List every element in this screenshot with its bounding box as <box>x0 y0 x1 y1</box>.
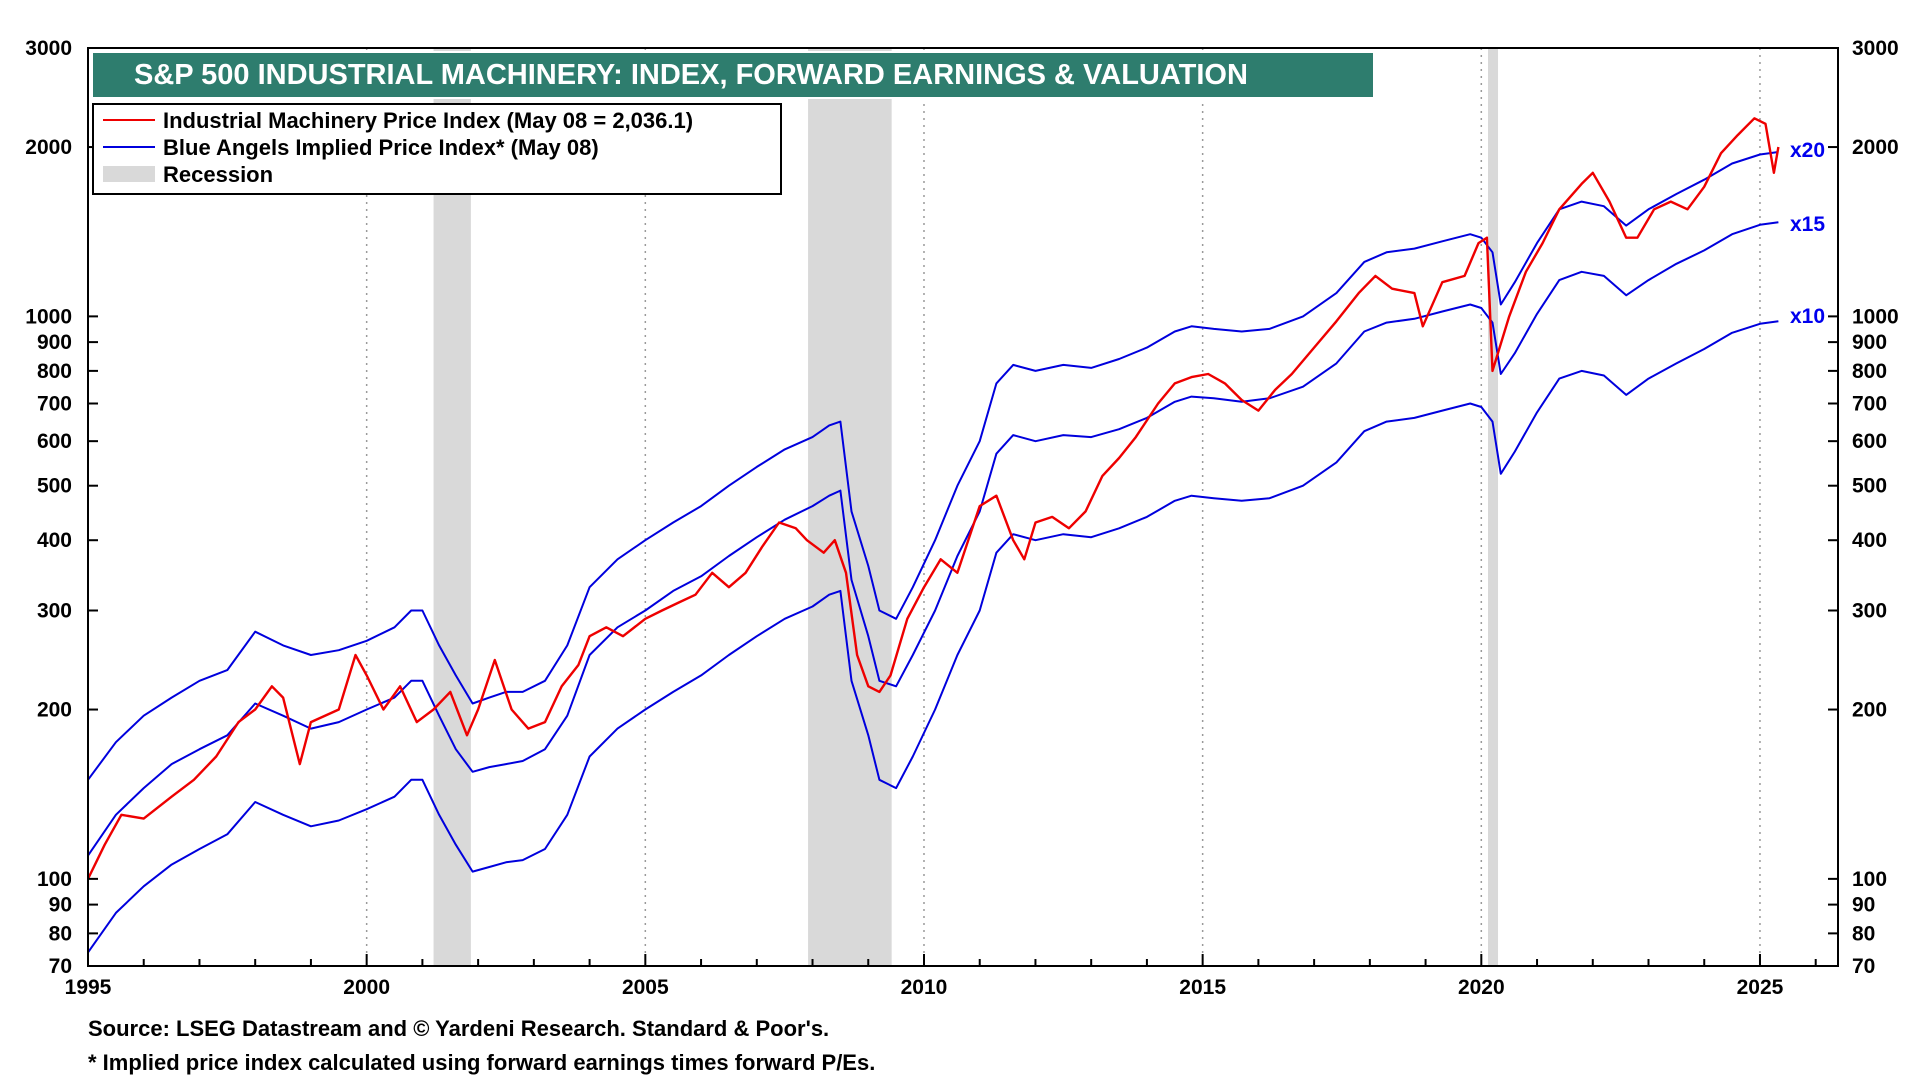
annotation-x10: x10 <box>1790 305 1825 328</box>
annotation-x20: x20 <box>1790 139 1825 162</box>
source-note: Source: LSEG Datastream and © Yardeni Re… <box>88 1016 830 1041</box>
annotation-x15: x15 <box>1790 213 1825 236</box>
recession-band <box>433 48 471 966</box>
x-tick-label: 2010 <box>901 976 948 999</box>
legend-swatch-recession <box>103 166 155 182</box>
y-tick-label-left: 100 <box>37 868 72 891</box>
series-line-price-index <box>86 117 1780 880</box>
y-tick-label-right: 1000 <box>1852 305 1899 328</box>
legend-label-recession: Recession <box>163 162 273 187</box>
grid-lines <box>365 48 1761 966</box>
y-tick-label-left: 2000 <box>25 136 72 159</box>
y-tick-label-left: 500 <box>37 475 72 498</box>
y-tick-label-right: 100 <box>1852 868 1887 891</box>
recession-bands <box>433 48 1499 966</box>
y-tick-label-right: 90 <box>1852 894 1875 917</box>
chart-title: S&P 500 INDUSTRIAL MACHINERY: INDEX, FOR… <box>134 59 1248 91</box>
legend-label-price-index: Industrial Machinery Price Index (May 08… <box>163 108 693 133</box>
y-tick-label-left: 300 <box>37 599 72 622</box>
x-tick-label: 2015 <box>1179 976 1226 999</box>
y-tick-label-left: 400 <box>37 529 72 552</box>
x-tick-label: 2025 <box>1737 976 1784 999</box>
series-line-implied-x10 <box>87 320 1779 953</box>
chart-title-box: S&P 500 INDUSTRIAL MACHINERY: INDEX, FOR… <box>91 51 1375 99</box>
y-tick-label-right: 80 <box>1852 922 1875 945</box>
series-line-implied-x20 <box>87 151 1779 781</box>
y-tick-label-right: 900 <box>1852 331 1887 354</box>
y-tick-label-right: 2000 <box>1852 136 1899 159</box>
y-tick-label-left: 900 <box>37 331 72 354</box>
y-tick-label-left: 800 <box>37 360 72 383</box>
y-tick-label-left: 1000 <box>25 305 72 328</box>
legend-label-implied-index: Blue Angels Implied Price Index* (May 08… <box>163 135 599 160</box>
legend-box <box>92 103 782 195</box>
x-tick-label: 2000 <box>343 976 390 999</box>
y-tick-label-right: 500 <box>1852 475 1887 498</box>
y-tick-label-left: 70 <box>49 955 72 978</box>
y-tick-label-left: 90 <box>49 894 72 917</box>
y-tick-label-left: 700 <box>37 393 72 416</box>
y-tick-label-right: 300 <box>1852 599 1887 622</box>
y-tick-label-left: 600 <box>37 430 72 453</box>
axis-ticks: 70 70 80 80 90 90 100 100 200 200 300 300 400 400 500 5… <box>25 37 1898 999</box>
y-tick-label-right: 400 <box>1852 529 1887 552</box>
series-line-implied-x15 <box>87 221 1779 857</box>
y-tick-label-right: 70 <box>1852 955 1875 978</box>
plot-frame <box>87 47 1839 967</box>
y-tick-label-left: 80 <box>49 922 72 945</box>
recession-band <box>808 48 892 966</box>
x-tick-label: 2005 <box>622 976 669 999</box>
y-tick-label-right: 800 <box>1852 360 1887 383</box>
y-tick-label-right: 3000 <box>1852 37 1899 60</box>
y-tick-label-right: 200 <box>1852 699 1887 722</box>
recession-band <box>1488 48 1499 966</box>
legend: Industrial Machinery Price Index (May 08… <box>92 103 782 195</box>
x-tick-label: 1995 <box>65 976 112 999</box>
x-tick-label: 2020 <box>1458 976 1505 999</box>
footnote: * Implied price index calculated using f… <box>88 1050 876 1075</box>
y-tick-label-right: 600 <box>1852 430 1887 453</box>
series-lines <box>86 117 1780 953</box>
y-tick-label-right: 700 <box>1852 393 1887 416</box>
y-tick-label-left: 200 <box>37 699 72 722</box>
y-tick-label-left: 3000 <box>25 37 72 60</box>
